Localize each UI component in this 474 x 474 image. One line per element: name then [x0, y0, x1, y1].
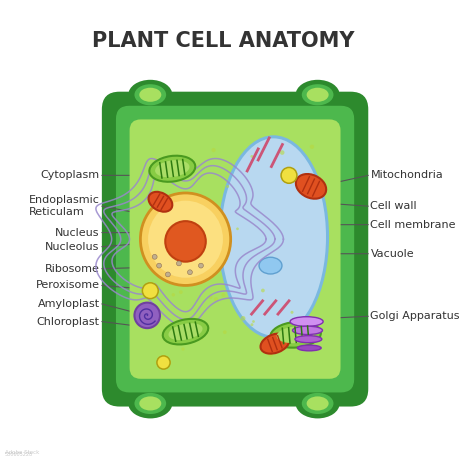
Ellipse shape — [277, 326, 315, 343]
Ellipse shape — [296, 80, 340, 110]
Ellipse shape — [135, 302, 160, 328]
Text: Cell membrane: Cell membrane — [371, 219, 456, 230]
Ellipse shape — [128, 389, 173, 419]
Ellipse shape — [148, 201, 223, 278]
Ellipse shape — [211, 148, 216, 152]
Ellipse shape — [128, 80, 173, 110]
Ellipse shape — [135, 393, 166, 414]
Ellipse shape — [155, 160, 190, 177]
Ellipse shape — [281, 167, 297, 183]
Ellipse shape — [252, 320, 255, 323]
Ellipse shape — [148, 192, 173, 212]
Ellipse shape — [199, 263, 203, 268]
Text: Golgi Apparatus: Golgi Apparatus — [371, 311, 460, 321]
Ellipse shape — [209, 295, 212, 299]
Text: Chloroplast: Chloroplast — [36, 317, 100, 327]
Text: Nucleolus: Nucleolus — [46, 242, 100, 252]
Ellipse shape — [295, 336, 322, 343]
Text: Amyloplast: Amyloplast — [37, 299, 100, 309]
Ellipse shape — [270, 322, 321, 347]
Text: Ribosome: Ribosome — [45, 264, 100, 273]
Ellipse shape — [291, 311, 293, 314]
Text: 530605228: 530605228 — [5, 452, 33, 457]
Ellipse shape — [261, 289, 265, 292]
Ellipse shape — [140, 193, 231, 285]
Ellipse shape — [139, 88, 161, 102]
Text: Cytoplasm: Cytoplasm — [41, 170, 100, 180]
Ellipse shape — [172, 293, 175, 297]
Ellipse shape — [157, 167, 161, 171]
Ellipse shape — [168, 323, 202, 340]
Ellipse shape — [142, 283, 158, 299]
Ellipse shape — [297, 345, 321, 351]
Ellipse shape — [179, 290, 183, 294]
Ellipse shape — [165, 272, 170, 277]
Ellipse shape — [226, 185, 229, 188]
FancyBboxPatch shape — [102, 91, 368, 407]
Ellipse shape — [163, 319, 208, 345]
Ellipse shape — [268, 352, 273, 357]
Text: Endoplasmic
Reticulam: Endoplasmic Reticulam — [29, 195, 100, 217]
Ellipse shape — [250, 323, 254, 326]
Ellipse shape — [214, 297, 218, 301]
Ellipse shape — [296, 174, 326, 199]
Ellipse shape — [296, 389, 340, 419]
Ellipse shape — [302, 84, 334, 105]
Ellipse shape — [200, 336, 204, 339]
Ellipse shape — [223, 330, 227, 334]
Ellipse shape — [221, 293, 226, 297]
Text: Cell wall: Cell wall — [371, 201, 417, 211]
Ellipse shape — [165, 221, 206, 262]
Ellipse shape — [219, 137, 328, 337]
Ellipse shape — [157, 356, 170, 369]
Ellipse shape — [176, 261, 182, 266]
Ellipse shape — [307, 396, 328, 410]
Ellipse shape — [302, 393, 334, 414]
Ellipse shape — [250, 155, 253, 158]
Ellipse shape — [149, 155, 195, 182]
Text: PLANT CELL ANATOMY: PLANT CELL ANATOMY — [91, 31, 354, 51]
Text: Nucleus: Nucleus — [55, 228, 100, 237]
Text: Mitochondria: Mitochondria — [371, 170, 443, 180]
FancyBboxPatch shape — [116, 106, 354, 392]
Ellipse shape — [310, 145, 314, 149]
Ellipse shape — [261, 334, 289, 354]
Ellipse shape — [157, 263, 162, 268]
Ellipse shape — [280, 150, 284, 155]
Ellipse shape — [241, 316, 246, 321]
Ellipse shape — [259, 257, 282, 274]
Ellipse shape — [182, 347, 185, 351]
Text: Peroxisome: Peroxisome — [36, 281, 100, 291]
Ellipse shape — [154, 157, 157, 161]
Text: Vacuole: Vacuole — [371, 249, 414, 259]
Ellipse shape — [139, 396, 161, 410]
Ellipse shape — [135, 84, 166, 105]
Ellipse shape — [307, 88, 328, 102]
FancyBboxPatch shape — [129, 119, 340, 379]
Text: Adobe Stock: Adobe Stock — [5, 450, 39, 455]
Ellipse shape — [152, 255, 157, 259]
Ellipse shape — [292, 326, 322, 335]
Ellipse shape — [188, 270, 192, 274]
Ellipse shape — [236, 228, 239, 230]
Ellipse shape — [290, 317, 323, 327]
